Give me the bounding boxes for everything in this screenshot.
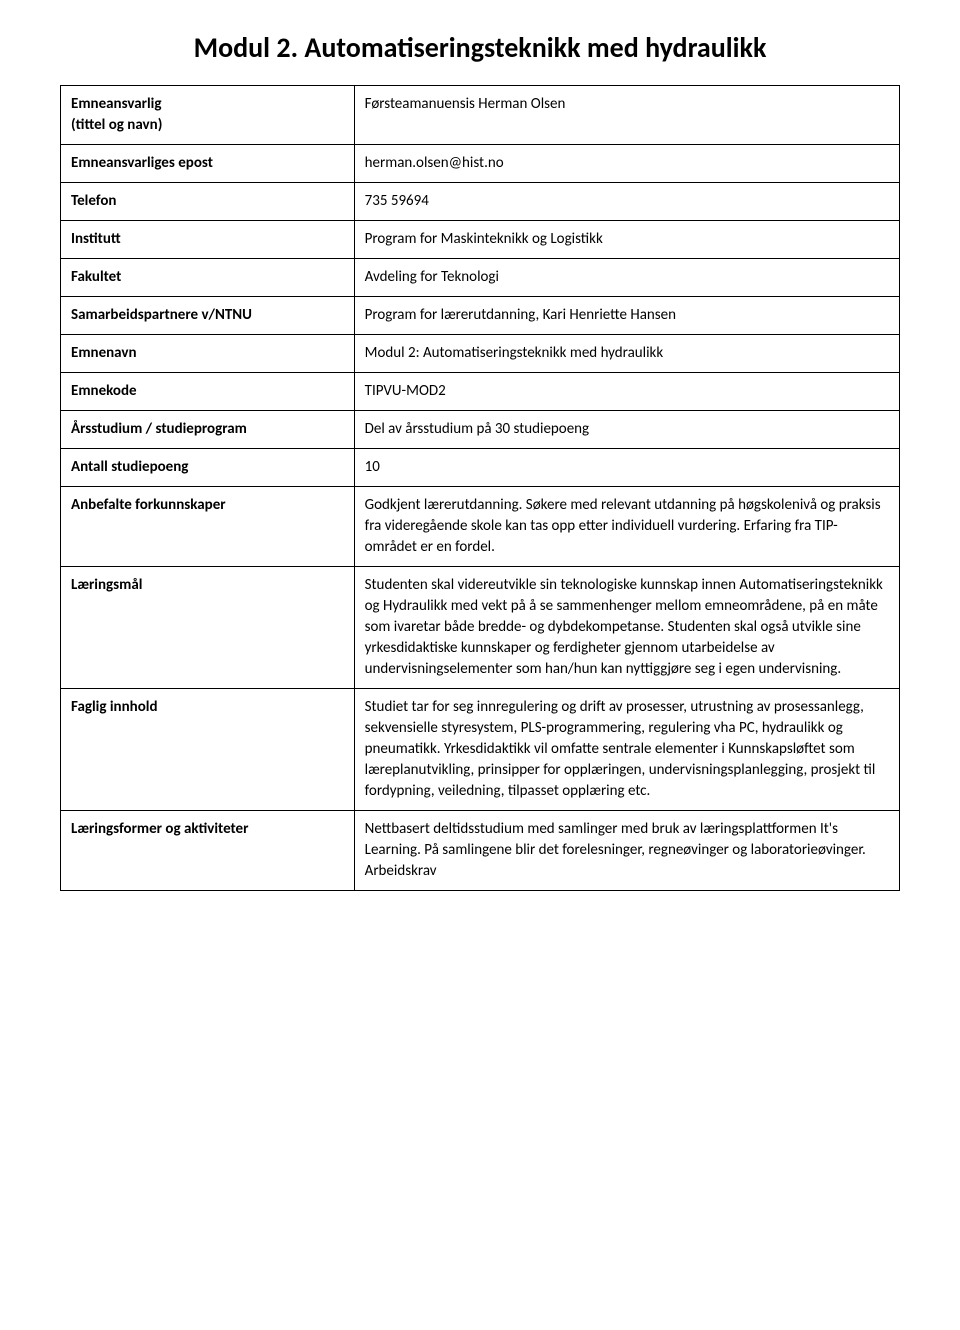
row-value: Program for Maskinteknikk og Logistikk [354, 221, 899, 259]
row-label: Emnenavn [61, 335, 355, 373]
table-row: Emneansvarlig (tittel og navn) Førsteama… [61, 86, 900, 145]
table-row: Samarbeidspartnere v/NTNU Program for læ… [61, 297, 900, 335]
row-label: Læringsformer og aktiviteter [61, 811, 355, 891]
course-info-table: Emneansvarlig (tittel og navn) Førsteama… [60, 85, 900, 891]
row-label: Emneansvarlig (tittel og navn) [61, 86, 355, 145]
row-label: Faglig innhold [61, 689, 355, 811]
table-row: Emnenavn Modul 2: Automatiseringsteknikk… [61, 335, 900, 373]
row-label: Samarbeidspartnere v/NTNU [61, 297, 355, 335]
row-value: 10 [354, 449, 899, 487]
row-value: Modul 2: Automatiseringsteknikk med hydr… [354, 335, 899, 373]
row-value: Avdeling for Teknologi [354, 259, 899, 297]
table-row: Årsstudium / studieprogram Del av årsstu… [61, 411, 900, 449]
row-label: Årsstudium / studieprogram [61, 411, 355, 449]
label-line-1: Emneansvarlig (tittel og navn) [71, 95, 162, 134]
row-label: Fakultet [61, 259, 355, 297]
row-value: Nettbasert deltidsstudium med samlinger … [354, 811, 899, 891]
row-label: Anbefalte forkunnskaper [61, 487, 355, 567]
row-label: Antall studiepoeng [61, 449, 355, 487]
page-title: Modul 2. Automatiseringsteknikk med hydr… [60, 30, 900, 65]
table-body: Emneansvarlig (tittel og navn) Førsteama… [61, 86, 900, 891]
row-value: herman.olsen@hist.no [354, 145, 899, 183]
row-label: Læringsmål [61, 567, 355, 689]
row-label: Emneansvarliges epost [61, 145, 355, 183]
table-row: Emnekode TIPVU-MOD2 [61, 373, 900, 411]
table-row: Fakultet Avdeling for Teknologi [61, 259, 900, 297]
row-value: Førsteamanuensis Herman Olsen [354, 86, 899, 145]
row-label: Emnekode [61, 373, 355, 411]
table-row: Telefon 735 59694 [61, 183, 900, 221]
row-value: Del av årsstudium på 30 studiepoeng [354, 411, 899, 449]
row-value: Godkjent lærerutdanning. Søkere med rele… [354, 487, 899, 567]
table-row: Emneansvarliges epost herman.olsen@hist.… [61, 145, 900, 183]
row-value: 735 59694 [354, 183, 899, 221]
table-row: Faglig innhold Studiet tar for seg innre… [61, 689, 900, 811]
row-value: Program for lærerutdanning, Kari Henriet… [354, 297, 899, 335]
table-row: Læringsformer og aktiviteter Nettbasert … [61, 811, 900, 891]
row-label: Telefon [61, 183, 355, 221]
table-row: Antall studiepoeng 10 [61, 449, 900, 487]
table-row: Læringsmål Studenten skal videreutvikle … [61, 567, 900, 689]
row-value: Studenten skal videreutvikle sin teknolo… [354, 567, 899, 689]
table-row: Anbefalte forkunnskaper Godkjent lærerut… [61, 487, 900, 567]
row-label: Institutt [61, 221, 355, 259]
row-value: Studiet tar for seg innregulering og dri… [354, 689, 899, 811]
row-value: TIPVU-MOD2 [354, 373, 899, 411]
table-row: Institutt Program for Maskinteknikk og L… [61, 221, 900, 259]
